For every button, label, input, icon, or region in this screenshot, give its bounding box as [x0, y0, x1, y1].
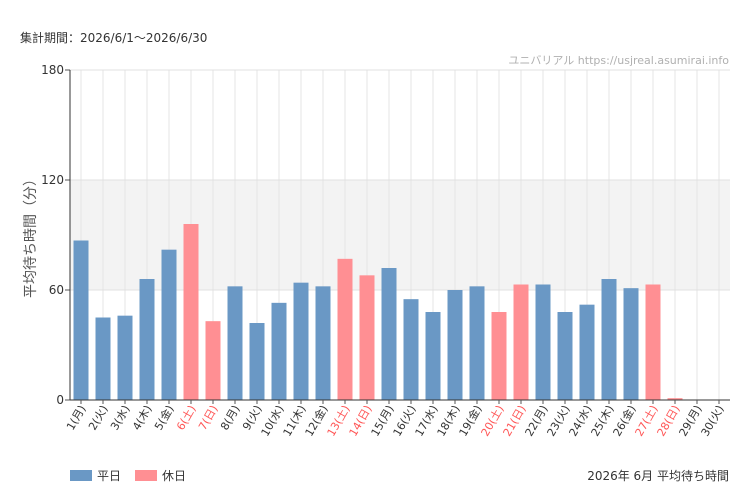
x-tick-label: 3(水)	[108, 403, 133, 433]
bar-28	[667, 398, 683, 400]
bar-15	[381, 268, 397, 400]
source-credit: ユニバリアル https://usjreal.asumirai.info	[508, 54, 729, 67]
y-tick-label: 180	[41, 63, 64, 77]
bar-13	[337, 258, 353, 400]
bar-11	[293, 282, 309, 400]
bar-16	[403, 299, 419, 400]
x-tick-label: 7(日)	[196, 403, 221, 433]
y-tick-label: 60	[49, 283, 64, 297]
bar-6	[183, 224, 199, 400]
bar-17	[425, 312, 441, 400]
bar-9	[249, 323, 265, 400]
chart-caption: 2026年 6月 平均待ち時間	[587, 469, 729, 483]
bar-20	[491, 312, 507, 400]
y-tick-label: 0	[56, 393, 64, 407]
bar-2	[95, 317, 111, 400]
legend-item-weekday[interactable]: 平日	[70, 467, 121, 484]
x-tick-label: 5(金)	[151, 403, 176, 433]
bar-27	[645, 284, 661, 400]
bar-10	[271, 302, 287, 400]
bar-24	[579, 304, 595, 400]
bar-7	[205, 321, 221, 400]
bar-1	[73, 240, 89, 400]
legend: 平日 休日	[70, 467, 200, 484]
bar-8	[227, 286, 243, 400]
bar-3	[117, 315, 133, 400]
x-tick-label: 2(火)	[86, 403, 111, 433]
legend-swatch-weekday	[70, 470, 92, 481]
bar-14	[359, 275, 375, 400]
x-tick-label: 6(土)	[174, 403, 199, 433]
x-tick-label: 30(火)	[699, 403, 727, 439]
x-tick-label: 8(月)	[218, 403, 243, 433]
bar-12	[315, 286, 331, 400]
legend-swatch-holiday	[135, 470, 158, 481]
bar-19	[469, 286, 485, 400]
legend-label-weekday: 平日	[97, 469, 122, 483]
x-tick-label: 1(月)	[64, 403, 89, 433]
period-label: 集計期間：2026/6/1～2026/6/30	[20, 31, 208, 45]
bar-21	[513, 284, 529, 400]
y-tick-label: 120	[41, 173, 64, 187]
bar-23	[557, 312, 573, 400]
bar-18	[447, 290, 463, 400]
bar-22	[535, 284, 551, 400]
bar-26	[623, 288, 639, 400]
x-tick-label: 4(木)	[130, 403, 155, 433]
shaded-band	[70, 180, 730, 290]
legend-label-holiday: 休日	[162, 469, 187, 483]
bar-5	[161, 249, 177, 400]
bar-25	[601, 279, 617, 400]
legend-item-holiday[interactable]: 休日	[135, 467, 186, 484]
bar-4	[139, 279, 155, 400]
